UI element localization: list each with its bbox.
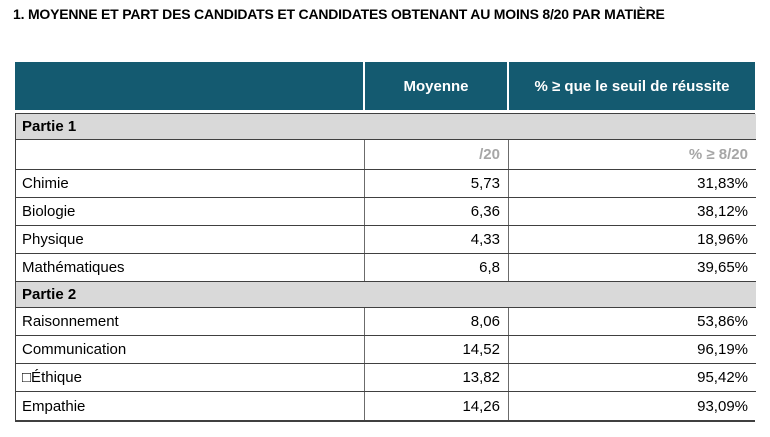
cell-moyenne: 5,73 — [364, 170, 508, 197]
table-row-mathematiques: Mathématiques 6,8 39,65% — [16, 254, 756, 282]
header-col-moyenne: Moyenne — [363, 62, 507, 110]
table-row-chimie: Chimie 5,73 31,83% — [16, 170, 756, 198]
table-row-raisonnement: Raisonnement 8,06 53,86% — [16, 308, 756, 336]
cell-moyenne: 14,26 — [364, 392, 508, 420]
cell-moyenne: 13,82 — [364, 364, 508, 391]
cell-percent: 39,65% — [508, 254, 756, 281]
cell-percent: 93,09% — [508, 392, 756, 420]
cell-label: Raisonnement — [22, 313, 119, 330]
cell-percent: 53,86% — [508, 308, 756, 335]
subheader-moyenne: /20 — [364, 140, 508, 169]
subheader-empty — [16, 140, 364, 169]
cell-label: □Éthique — [22, 369, 82, 386]
cell-moyenne: 8,06 — [364, 308, 508, 335]
subheader-percent: % ≥ 8/20 — [508, 140, 756, 169]
page-title: 1. MOYENNE ET PART DES CANDIDATS ET CAND… — [13, 6, 665, 22]
cell-label: Communication — [22, 341, 127, 358]
results-table: Moyenne % ≥ que le seuil de réussite Par… — [15, 62, 756, 422]
cell-percent: 95,42% — [508, 364, 756, 391]
table-row-physique: Physique 4,33 18,96% — [16, 226, 756, 254]
table-body: Partie 1 /20 % ≥ 8/20 Chimie 5,73 31,83%… — [15, 113, 756, 422]
header-col-seuil: % ≥ que le seuil de réussite — [507, 62, 755, 110]
cell-moyenne: 4,33 — [364, 226, 508, 253]
cell-moyenne: 6,36 — [364, 198, 508, 225]
cell-label: Biologie — [22, 203, 76, 220]
table-row-biologie: Biologie 6,36 38,12% — [16, 198, 756, 226]
table-row-communication: Communication 14,52 96,19% — [16, 336, 756, 364]
cell-label: Physique — [22, 231, 84, 248]
subheader-row: /20 % ≥ 8/20 — [16, 140, 756, 170]
cell-label: Chimie — [22, 175, 69, 192]
cell-moyenne: 14,52 — [364, 336, 508, 363]
cell-percent: 96,19% — [508, 336, 756, 363]
cell-label: Mathématiques — [22, 259, 125, 276]
table-row-ethique: □Éthique 13,82 95,42% — [16, 364, 756, 392]
section-label: Partie 1 — [22, 118, 77, 135]
table-header-row: Moyenne % ≥ que le seuil de réussite — [15, 62, 755, 110]
cell-percent: 38,12% — [508, 198, 756, 225]
cell-moyenne: 6,8 — [364, 254, 508, 281]
cell-label: Empathie — [22, 397, 86, 415]
table-row-empathie: Empathie 14,26 93,09% — [16, 392, 756, 420]
section-label: Partie 2 — [22, 286, 77, 303]
section-row-partie2: Partie 2 — [16, 282, 756, 308]
section-row-partie1: Partie 1 — [16, 114, 756, 140]
header-col-empty — [15, 62, 363, 110]
cell-percent: 31,83% — [508, 170, 756, 197]
cell-percent: 18,96% — [508, 226, 756, 253]
